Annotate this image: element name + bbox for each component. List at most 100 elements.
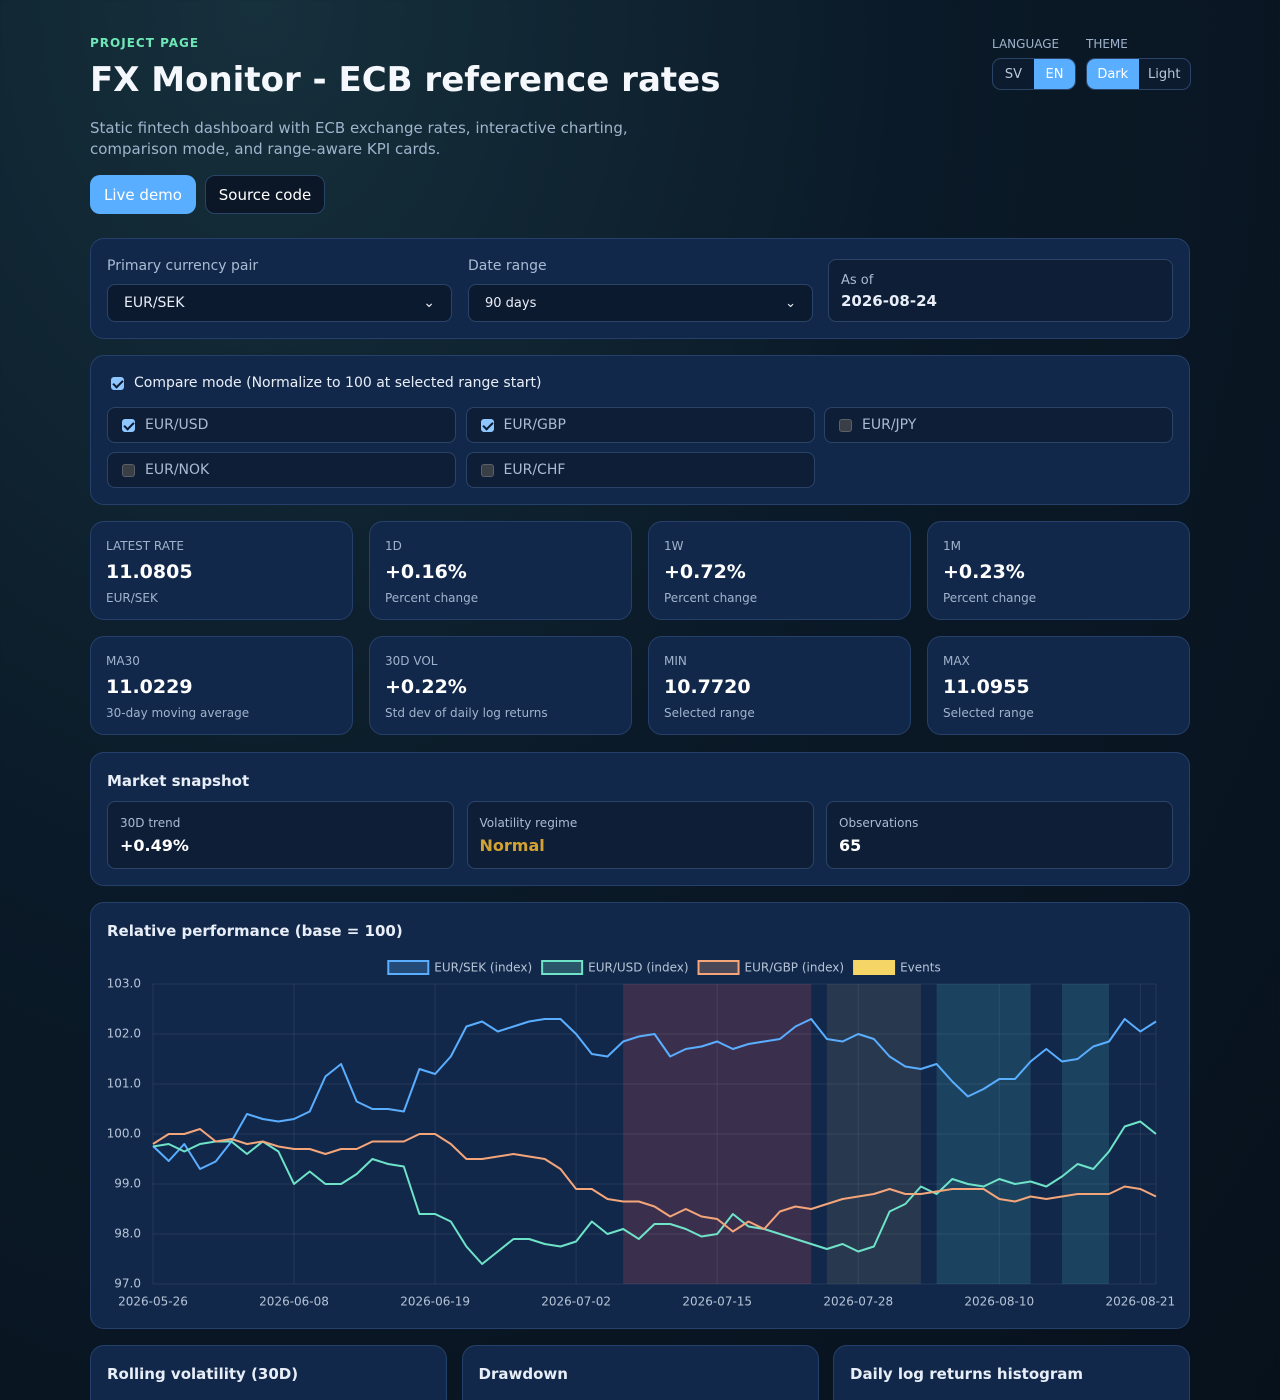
pair-label: Primary currency pair <box>107 258 259 274</box>
kpi-label: 1W <box>664 539 684 553</box>
kpi-label: MAX <box>943 654 970 668</box>
pair-name: EUR/USD <box>145 417 209 433</box>
snapshot-panel: Market snapshot 30D trend +0.49% Volatilit… <box>90 752 1190 886</box>
kpi-card: 1W +0.72% Percent change <box>648 521 911 620</box>
chart-card: Rolling volatility (30D) <box>90 1345 447 1400</box>
snapshot-value: 65 <box>839 836 862 855</box>
as-of-label: As of <box>841 273 874 288</box>
pair-value: EUR/SEK <box>124 295 185 311</box>
checkbox[interactable] <box>480 418 494 432</box>
compare-panel: Compare mode (Normalize to 100 at select… <box>90 355 1190 505</box>
kpi-value: 11.0955 <box>943 676 1030 698</box>
legend-swatch <box>541 960 584 975</box>
event-band <box>1061 984 1109 1284</box>
compare-pair[interactable]: EUR/CHF <box>465 452 815 488</box>
kpi-value: 11.0805 <box>106 561 193 583</box>
legend-swatch <box>697 960 740 975</box>
theme-label: THEME <box>1086 37 1128 51</box>
snapshot-label: Volatility regime <box>479 816 578 830</box>
chart-card: Daily log returns histogram <box>833 1345 1190 1400</box>
snapshot-item: 30D trend +0.49% <box>107 801 454 869</box>
checkbox[interactable] <box>122 463 135 477</box>
live-demo-button[interactable]: Live demo <box>90 175 196 214</box>
chart-panel: Relative performance (base = 100) 97.0 98… <box>90 902 1190 1329</box>
kpi-label: 30D VOL <box>385 654 438 668</box>
kpi-note: EUR/SEK <box>106 591 158 605</box>
card-title: Drawdown <box>478 1365 568 1383</box>
kpi-card: 1M +0.23% Percent change <box>927 521 1190 620</box>
chart-card: Drawdown <box>461 1345 819 1400</box>
y-tick-label: 101.0 <box>107 1077 141 1091</box>
page-title: FX Monitor - ECB reference rates <box>90 60 721 100</box>
checkbox[interactable] <box>839 418 852 432</box>
pair-name: EUR/JPY <box>862 417 917 433</box>
language-option[interactable]: SV <box>1004 66 1023 82</box>
snapshot-title: Market snapshot <box>107 772 250 790</box>
theme-option[interactable]: Dark <box>1087 59 1139 89</box>
language-option[interactable]: EN <box>1034 59 1075 89</box>
chart: 97.0 98.0 99.0 100.0 101.0 102.0 103.0 2026-05-… <box>107 960 1175 1309</box>
y-tick-label: 102.0 <box>107 1027 141 1041</box>
legend-label: EUR/GBP (index) <box>745 961 845 975</box>
snapshot-item: Volatility regime Normal <box>466 801 814 869</box>
event-band <box>826 984 921 1284</box>
compare-pair[interactable]: EUR/GBP <box>465 407 815 443</box>
pair-select[interactable]: EUR/SEK ⌄ <box>107 284 452 322</box>
checkbox[interactable] <box>480 463 494 477</box>
theme-option[interactable]: Light <box>1148 66 1181 82</box>
snapshot-item: Observations 65 <box>826 801 1173 869</box>
legend-label: EUR/SEK (index) <box>434 961 532 975</box>
as-of-box: As of 2026-08-24 <box>828 259 1173 322</box>
kpi-card: MIN 10.7720 Selected range <box>648 636 911 735</box>
y-tick-label: 103.0 <box>107 977 141 991</box>
kpi-value: 10.7720 <box>664 676 751 698</box>
language-toggle: SV EN <box>992 58 1076 90</box>
kpi-value: +0.23% <box>943 561 1025 583</box>
legend-swatch <box>387 960 430 975</box>
event-band <box>936 984 1031 1284</box>
kpi-note: Percent change <box>385 591 479 605</box>
legend-label: Events <box>900 961 941 975</box>
chart-title: Relative performance (base = 100) <box>107 922 403 940</box>
pair-name: EUR/CHF <box>503 462 566 478</box>
kpi-card: MA30 11.0229 30-day moving average <box>90 636 353 735</box>
checkbox[interactable] <box>122 418 135 432</box>
compare-toggle[interactable]: Compare mode (Normalize to 100 at select… <box>111 375 542 391</box>
theme-toggle: Dark Light <box>1086 58 1191 90</box>
range-value: 90 days <box>485 295 537 311</box>
x-tick-label: 2026-07-28 <box>823 1295 893 1309</box>
range-select[interactable]: 90 days ⌄ <box>468 284 813 322</box>
legend-label: EUR/USD (index) <box>588 961 688 975</box>
y-tick-label: 100.0 <box>107 1127 141 1141</box>
legend-swatch <box>853 960 896 975</box>
language-label: LANGUAGE <box>992 37 1060 51</box>
snapshot-label: 30D trend <box>120 816 181 830</box>
series-line <box>152 1128 1157 1233</box>
kpi-label: MIN <box>664 654 687 668</box>
compare-label: Compare mode (Normalize to 100 at select… <box>134 375 542 391</box>
card-title: Daily log returns histogram <box>850 1365 1084 1383</box>
as-of-value: 2026-08-24 <box>841 292 937 310</box>
kpi-note: Percent change <box>943 591 1037 605</box>
kpi-label: 1D <box>385 539 402 553</box>
pair-name: EUR/GBP <box>503 417 566 433</box>
kpi-note: Selected range <box>943 706 1034 720</box>
eyebrow: PROJECT PAGE <box>90 36 200 50</box>
kpi-note: 30-day moving average <box>106 706 250 720</box>
controls-panel: Primary currency pair EUR/SEK ⌄ Date rang… <box>90 238 1190 339</box>
kpi-value: 11.0229 <box>106 676 193 698</box>
checkbox[interactable] <box>111 376 124 390</box>
compare-pair[interactable]: EUR/USD <box>107 407 456 443</box>
compare-pair[interactable]: EUR/NOK <box>107 452 456 488</box>
x-tick-label: 2026-08-21 <box>1105 1295 1175 1309</box>
source-code-button[interactable]: Source code <box>205 175 325 214</box>
x-tick-label: 2026-06-08 <box>259 1295 329 1309</box>
kpi-value: +0.22% <box>385 676 467 698</box>
x-tick-label: 2026-05-26 <box>118 1295 188 1309</box>
kpi-note: Selected range <box>664 706 755 720</box>
compare-pair[interactable]: EUR/JPY <box>824 407 1173 443</box>
card-title: Rolling volatility (30D) <box>107 1365 299 1383</box>
y-tick-label: 97.0 <box>114 1277 141 1291</box>
y-tick-label: 99.0 <box>114 1177 141 1191</box>
